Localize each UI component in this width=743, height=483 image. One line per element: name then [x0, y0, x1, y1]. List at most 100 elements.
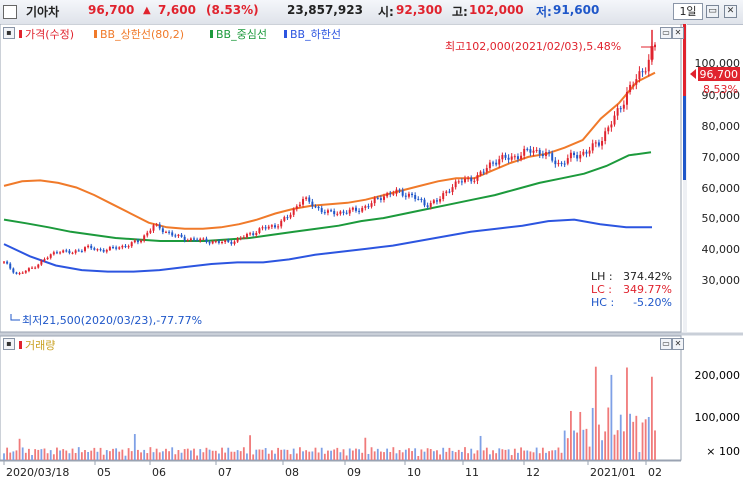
restore-button[interactable]: ▭ [706, 5, 719, 18]
volume-bar [218, 453, 220, 460]
candle-body [314, 206, 317, 208]
volume-legend-swatch [19, 341, 22, 349]
volume-bar [454, 452, 457, 460]
candle-body [563, 163, 566, 165]
period-selector[interactable]: 1일 [673, 3, 703, 20]
volume-bar [573, 430, 575, 460]
candle-body [52, 252, 55, 255]
volume-bar [274, 453, 276, 460]
volume-bar [404, 449, 407, 460]
candle-body [383, 196, 386, 200]
volume-bar [299, 447, 301, 460]
candle-body [507, 157, 510, 160]
volume-panel-max-button[interactable]: ▭ [660, 338, 672, 350]
volume-bar [358, 449, 360, 460]
candle-body [261, 227, 264, 229]
volume-bar [252, 454, 255, 460]
volume-panel-close-button[interactable]: ✕ [672, 338, 684, 350]
price-change: 7,600 [158, 3, 196, 17]
candle-body [622, 104, 625, 109]
bb-mid-line [3, 151, 652, 242]
volume-bar [161, 451, 164, 460]
candle-body [71, 252, 74, 254]
candle-body [395, 189, 398, 194]
price-panel-close-button[interactable]: ✕ [672, 27, 684, 39]
candle-body [146, 232, 149, 236]
candle-body [538, 149, 541, 155]
y-tick-label: 90,000 [702, 89, 741, 102]
candle-body [121, 245, 124, 248]
candle-body [118, 247, 121, 249]
candle-body [140, 240, 143, 243]
candle-body [625, 91, 628, 105]
x-tick-label: 11 [465, 466, 479, 479]
candle-body [171, 232, 174, 236]
y-tick-label: 50,000 [702, 212, 741, 225]
candle-body [239, 238, 242, 240]
volume-bar [395, 453, 398, 460]
volume-bar [557, 447, 560, 460]
candle-body [364, 206, 367, 208]
legend-bb-mid[interactable]: BB_중심선 [216, 28, 267, 41]
volume-bar [423, 451, 426, 460]
volume-bar [489, 454, 491, 460]
legend-bb-lower[interactable]: BB_하한선 [290, 27, 341, 41]
vol-tick-label: 200,000 [695, 369, 741, 382]
volume-bar [622, 431, 625, 460]
price-panel-max-button[interactable]: ▭ [660, 27, 672, 39]
volume-bar [551, 450, 554, 460]
volume-bar [339, 452, 342, 460]
volume-bar [280, 449, 283, 460]
candle-body [607, 127, 610, 132]
volume-title[interactable]: 거래량 [25, 339, 55, 352]
candle-body [647, 59, 650, 72]
volume-bar [594, 366, 597, 460]
legend-price[interactable]: 가격(수정) [25, 28, 74, 41]
candle-body [177, 234, 180, 237]
candle-body [604, 131, 607, 142]
window-menu-icon[interactable] [3, 5, 17, 19]
candle-body [208, 242, 211, 244]
x-tick-label: 2020/03/18 [6, 466, 69, 479]
legend: 가격(수정) BB_상한선(80,2) BB_중심선 BB_하한선 [19, 27, 341, 41]
candle-body [448, 191, 451, 193]
candle-body [376, 197, 379, 199]
candle-body [59, 252, 62, 254]
volume-bar [436, 450, 438, 460]
volume-bar [12, 451, 15, 460]
candle-body [435, 200, 438, 202]
volume-panel-menu-icon[interactable]: ▪ [3, 338, 15, 350]
lh-value: 374.42% [623, 270, 672, 283]
volume-bar [495, 453, 498, 460]
volume-bar [283, 449, 286, 460]
candle-body [613, 115, 616, 125]
volume-bar [588, 446, 591, 460]
candle-body [308, 197, 311, 202]
volume-bar [476, 450, 479, 460]
candle-body [654, 44, 656, 48]
volume-bar [118, 451, 121, 460]
volume-bar [258, 449, 261, 460]
trade-volume: 23,857,923 [287, 3, 363, 17]
candle-body [196, 239, 199, 241]
candle-body [485, 168, 488, 172]
candle-body [143, 235, 146, 241]
volume-bar [121, 449, 124, 460]
volume-bar [267, 453, 270, 460]
candle-body [189, 238, 192, 241]
candle-body [286, 217, 289, 219]
candle-body [115, 247, 118, 249]
close-button[interactable]: ✕ [724, 5, 737, 18]
candle-body [379, 198, 382, 200]
volume-bar [389, 451, 392, 460]
candle-body [535, 149, 538, 151]
candle-body [479, 171, 482, 176]
volume-bar [591, 407, 594, 460]
candle-body [529, 149, 532, 153]
volume-bar [647, 416, 650, 460]
candle-body [221, 242, 224, 244]
price-panel-menu-icon[interactable]: ▪ [3, 27, 15, 39]
legend-bb-upper[interactable]: BB_상한선(80,2) [100, 28, 184, 41]
candle-body [136, 240, 139, 243]
candle-body [211, 241, 214, 244]
